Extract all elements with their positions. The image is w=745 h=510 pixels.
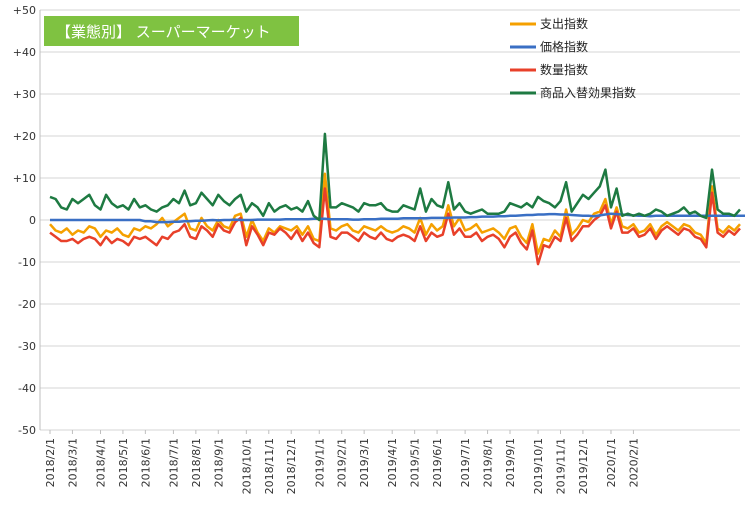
x-tick-label: 2018/9/1 bbox=[212, 438, 225, 487]
y-tick-label: +40 bbox=[13, 46, 36, 59]
y-tick-label: -20 bbox=[18, 298, 36, 311]
x-tick-label: 2019/2/1 bbox=[336, 438, 349, 487]
y-tick-label: -40 bbox=[18, 382, 36, 395]
y-tick-label: -10 bbox=[18, 256, 36, 269]
legend-label: 数量指数 bbox=[540, 62, 588, 77]
x-tick-label: 2018/4/1 bbox=[94, 438, 107, 487]
series-lines bbox=[49, 132, 745, 266]
x-tick-label: 2018/8/1 bbox=[190, 438, 203, 487]
x-tick-label: 2018/10/1 bbox=[240, 438, 253, 494]
y-tick-label: -50 bbox=[18, 424, 36, 437]
legend-label: 商品入替効果指数 bbox=[540, 85, 636, 100]
chart-title-box: 【業態別】 スーパーマーケット bbox=[44, 16, 299, 46]
x-tick-label: 2018/6/1 bbox=[139, 438, 152, 487]
legend-label: 価格指数 bbox=[540, 39, 588, 54]
x-tick-label: 2018/5/1 bbox=[117, 438, 130, 487]
x-tick-label: 2020/1/1 bbox=[605, 438, 618, 487]
x-tick-label: 2018/7/1 bbox=[167, 438, 180, 487]
y-tick-label: +20 bbox=[13, 130, 36, 143]
x-axis: 2018/2/1 2018/3/1 2018/4/1 2018/5/1 2018/6/1… bbox=[44, 430, 640, 494]
x-tick-label: 2019/3/1 bbox=[358, 438, 371, 487]
x-tick-label: 2019/7/1 bbox=[459, 438, 472, 487]
x-tick-label: 2019/1/1 bbox=[313, 438, 326, 487]
grid-lines bbox=[39, 9, 740, 431]
x-tick-label: 2018/3/1 bbox=[66, 438, 79, 487]
x-tick-label: 2018/2/1 bbox=[44, 438, 57, 487]
y-tick-label: 0 bbox=[29, 214, 36, 227]
x-tick-label: 2019/8/1 bbox=[482, 438, 495, 487]
legend-label: 支出指数 bbox=[540, 16, 588, 31]
x-tick-label: 2019/11/1 bbox=[554, 438, 567, 494]
x-tick-label: 2019/5/1 bbox=[409, 438, 422, 487]
y-axis: +50 +40 +30 +20 +10 0 -10 -20 -30 -40 -50 bbox=[13, 4, 36, 437]
y-tick-label: +10 bbox=[13, 172, 36, 185]
x-tick-label: 2019/12/1 bbox=[577, 438, 590, 494]
x-tick-label: 2019/9/1 bbox=[504, 438, 517, 487]
chart-title: 【業態別】 スーパーマーケット bbox=[56, 23, 271, 41]
y-tick-label: +50 bbox=[13, 4, 36, 17]
x-tick-label: 2018/11/1 bbox=[263, 438, 276, 494]
series-line-2 bbox=[49, 187, 741, 266]
x-tick-label: 2019/10/1 bbox=[532, 438, 545, 494]
chart-title-background bbox=[44, 16, 299, 46]
x-tick-label: 2020/2/1 bbox=[627, 438, 640, 487]
y-tick-label: -30 bbox=[18, 340, 36, 353]
series-line-3 bbox=[49, 132, 741, 222]
y-tick-label: +30 bbox=[13, 88, 36, 101]
x-tick-label: 2019/6/1 bbox=[431, 438, 444, 487]
x-tick-label: 2019/4/1 bbox=[386, 438, 399, 487]
x-tick-label: 2018/12/1 bbox=[285, 438, 298, 494]
